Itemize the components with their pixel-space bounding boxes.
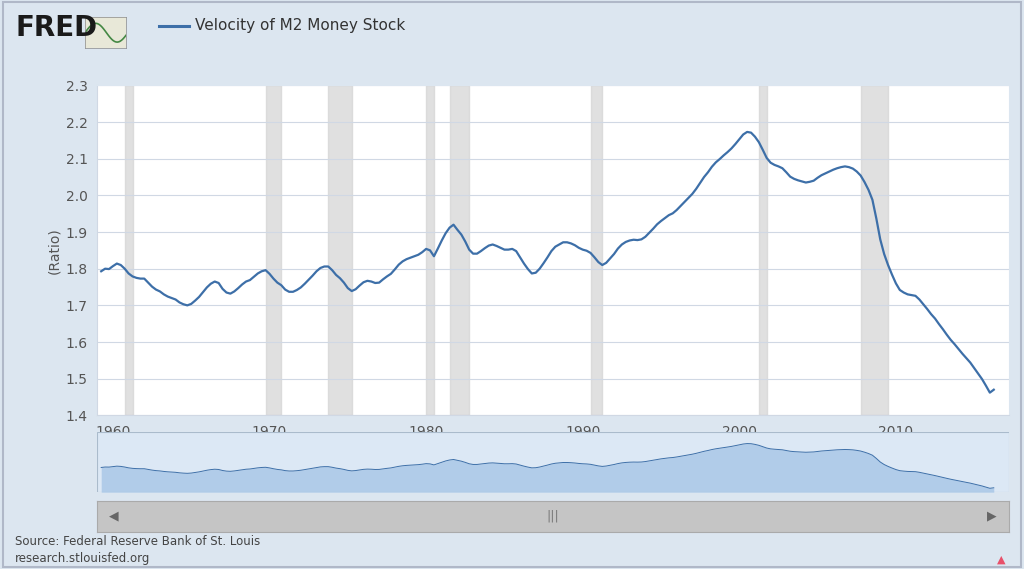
Text: ▶: ▶	[987, 510, 996, 523]
Bar	[329, 85, 351, 415]
Bar	[450, 85, 469, 415]
Bar	[759, 85, 767, 415]
Bar	[426, 85, 434, 415]
Bar	[860, 85, 888, 415]
Bar	[125, 85, 132, 415]
Text: |||: |||	[547, 510, 559, 523]
Text: Velocity of M2 Money Stock: Velocity of M2 Money Stock	[195, 18, 404, 33]
Y-axis label: (Ratio): (Ratio)	[47, 227, 61, 274]
Bar	[265, 85, 282, 415]
Bar	[591, 85, 602, 415]
Text: Source: Federal Reserve Bank of St. Louis: Source: Federal Reserve Bank of St. Loui…	[15, 535, 261, 548]
Text: ▲: ▲	[997, 554, 1006, 564]
Text: research.stlouisfed.org: research.stlouisfed.org	[15, 552, 151, 565]
Text: ◀: ◀	[110, 510, 119, 523]
Text: FRED: FRED	[15, 14, 97, 42]
